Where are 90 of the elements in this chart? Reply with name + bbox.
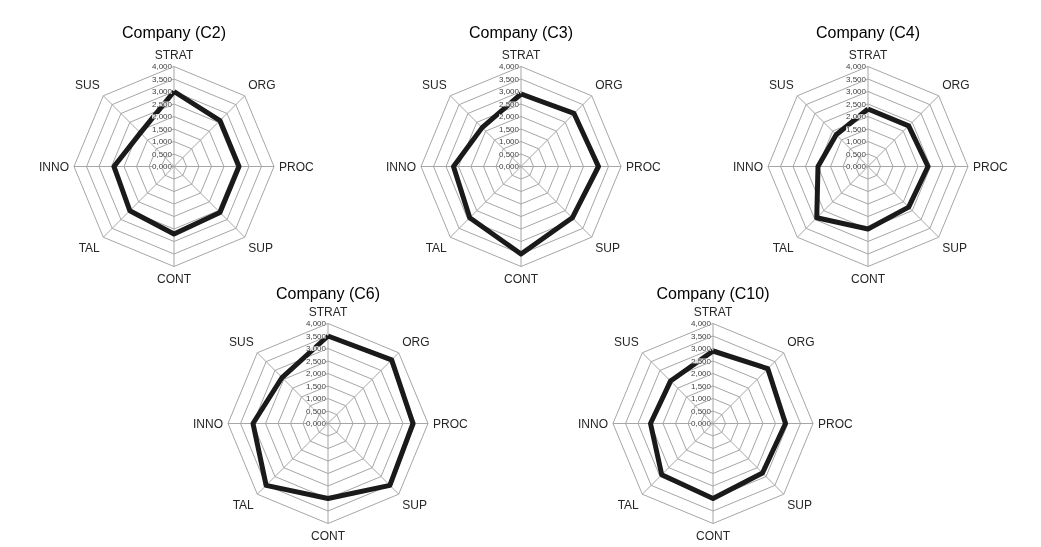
chart-title: Company (C6)	[275, 284, 381, 302]
spoke-label: TAL	[772, 240, 795, 255]
spoke-label: SUS	[75, 78, 100, 93]
y-tick-label: 3,000	[305, 344, 327, 353]
y-tick-label: 1,000	[845, 137, 867, 146]
spoke-label: STRAT	[308, 304, 348, 319]
spoke-label: PROC	[279, 159, 314, 174]
y-tick-label: 0,000	[845, 162, 867, 171]
spoke-label: CONT	[157, 271, 192, 286]
y-tick-label: 4,000	[690, 319, 712, 328]
y-tick-label: 2,500	[845, 99, 867, 109]
spoke-label: SUS	[229, 335, 254, 350]
spoke-label: CONT	[851, 271, 886, 286]
y-tick-label: 4,000	[305, 319, 327, 328]
spoke-label: SUP	[787, 497, 812, 512]
y-tick-label: 1,000	[305, 394, 327, 403]
spoke-label: SUS	[422, 78, 447, 93]
y-tick-label: 1,500	[498, 124, 520, 134]
spoke-label: SUP	[595, 240, 620, 255]
y-tick-label: 2,000	[690, 369, 712, 378]
y-tick-label: 2,500	[305, 356, 327, 366]
spoke-label: PROC	[818, 416, 853, 431]
y-tick-label: 2,500	[498, 99, 520, 109]
spoke-label: SUP	[248, 240, 273, 255]
y-tick-label: 0,500	[498, 149, 520, 159]
spoke-label: INNO	[39, 159, 69, 174]
y-tick-label: 3,500	[845, 74, 867, 84]
y-tick-label: 2,000	[845, 112, 867, 121]
spoke-label: INNO	[733, 159, 763, 174]
y-tick-label: 3,000	[845, 87, 867, 96]
chart-title: Company (C3)	[468, 23, 574, 41]
spoke-label: CONT	[504, 271, 539, 286]
spoke-label: SUP	[402, 497, 427, 512]
y-tick-label: 2,500	[690, 356, 712, 366]
y-tick-label: 0,500	[845, 149, 867, 159]
spoke-label: PROC	[973, 159, 1008, 174]
y-tick-label: 0,500	[690, 406, 712, 416]
y-tick-label: 3,000	[498, 87, 520, 96]
chart-title: Company (C10)	[656, 284, 770, 302]
y-tick-label: 4,000	[498, 62, 520, 71]
chart-title: Company (C2)	[121, 23, 227, 41]
spoke-label: STRAT	[501, 47, 541, 62]
spoke-label: STRAT	[154, 47, 194, 62]
y-tick-label: 0,000	[498, 162, 520, 171]
chart-title: Company (C4)	[815, 23, 921, 41]
spoke-label: ORG	[248, 78, 276, 93]
y-tick-label: 0,000	[151, 162, 173, 171]
y-tick-label: 2,000	[305, 369, 327, 378]
y-tick-label: 3,500	[305, 331, 327, 341]
spoke-label: INNO	[386, 159, 416, 174]
y-tick-label: 1,000	[151, 137, 173, 146]
spoke-label: INNO	[578, 416, 608, 431]
y-tick-label: 0,000	[305, 419, 327, 428]
spoke-label: CONT	[696, 528, 731, 543]
y-tick-label: 3,500	[151, 74, 173, 84]
spoke-label: PROC	[433, 416, 468, 431]
spoke-label: PROC	[626, 159, 661, 174]
y-tick-label: 2,000	[498, 112, 520, 121]
spoke-label: TAL	[78, 240, 101, 255]
spoke-label: ORG	[787, 335, 815, 350]
y-tick-label: 2,500	[151, 99, 173, 109]
spoke-label: ORG	[402, 335, 430, 350]
y-tick-label: 3,000	[690, 344, 712, 353]
y-tick-label: 2,000	[151, 112, 173, 121]
y-tick-label: 0,500	[305, 406, 327, 416]
y-tick-label: 1,000	[498, 137, 520, 146]
y-tick-label: 1,500	[151, 124, 173, 134]
spoke-label: SUS	[769, 78, 794, 93]
spoke-label: ORG	[942, 78, 970, 93]
y-tick-label: 1,500	[690, 381, 712, 391]
y-tick-label: 3,000	[151, 87, 173, 96]
spoke-label: TAL	[617, 497, 640, 512]
y-tick-label: 1,500	[845, 124, 867, 134]
y-tick-label: 3,500	[690, 331, 712, 341]
y-tick-label: 0,000	[690, 419, 712, 428]
y-tick-label: 4,000	[151, 62, 173, 71]
spoke-label: CONT	[311, 528, 346, 543]
spoke-label: INNO	[193, 416, 223, 431]
spoke-label: SUP	[942, 240, 967, 255]
spoke-label: ORG	[595, 78, 623, 93]
y-tick-label: 1,000	[690, 394, 712, 403]
y-tick-label: 0,500	[151, 149, 173, 159]
spoke-label: TAL	[425, 240, 448, 255]
y-tick-label: 4,000	[845, 62, 867, 71]
spoke-label: SUS	[614, 335, 639, 350]
spoke-label: TAL	[232, 497, 255, 512]
spoke-label: STRAT	[693, 304, 733, 319]
spoke-label: STRAT	[848, 47, 888, 62]
y-tick-label: 1,500	[305, 381, 327, 391]
y-tick-label: 3,500	[498, 74, 520, 84]
